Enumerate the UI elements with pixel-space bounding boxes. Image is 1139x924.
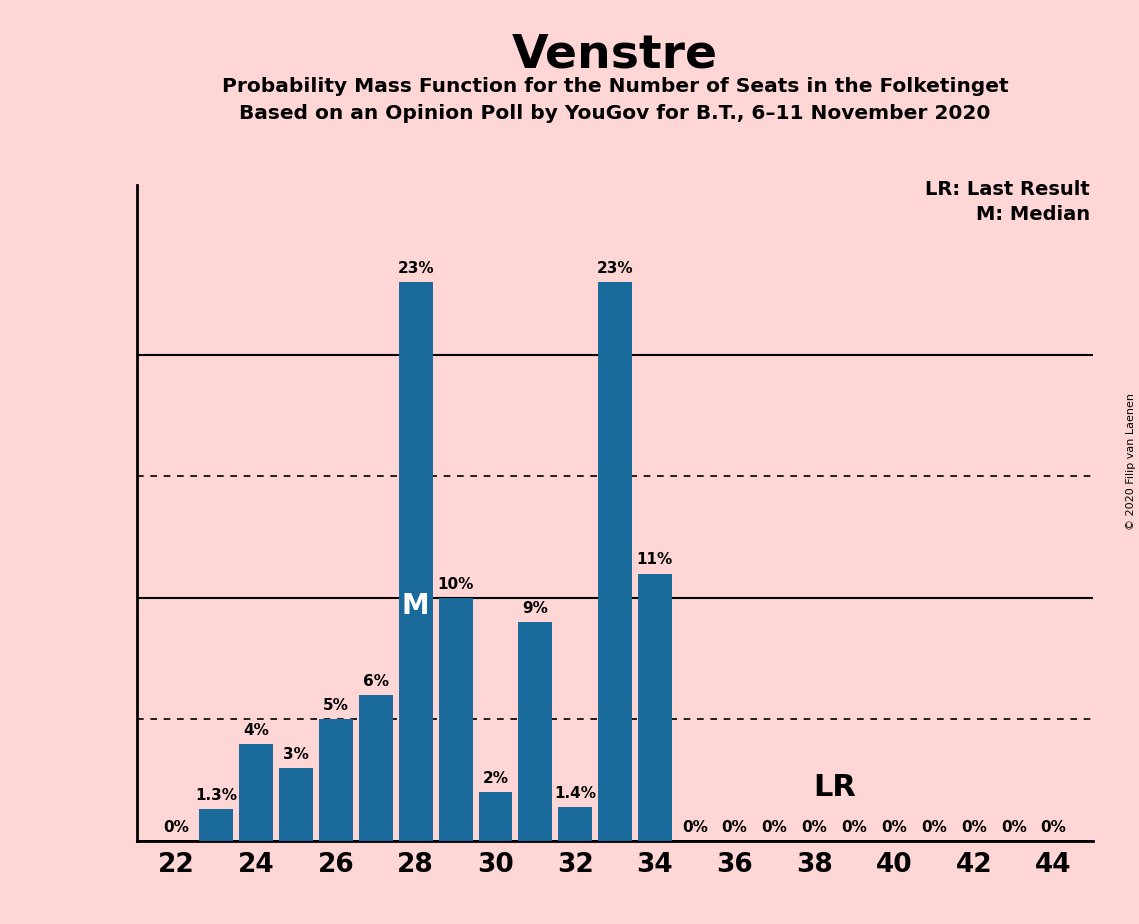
Text: 9%: 9% [523, 602, 548, 616]
Text: 1.4%: 1.4% [555, 785, 596, 801]
Bar [598, 282, 632, 841]
Bar [239, 744, 273, 841]
Text: 4%: 4% [244, 723, 269, 737]
Text: 11%: 11% [637, 553, 673, 567]
Text: M: Median: M: Median [976, 205, 1090, 225]
Text: Based on an Opinion Poll by YouGov for B.T., 6–11 November 2020: Based on an Opinion Poll by YouGov for B… [239, 104, 991, 124]
Text: 0%: 0% [762, 820, 787, 834]
Text: 0%: 0% [164, 820, 189, 834]
Text: Probability Mass Function for the Number of Seats in the Folketinget: Probability Mass Function for the Number… [222, 77, 1008, 96]
Text: Venstre: Venstre [513, 32, 718, 78]
Bar [518, 622, 552, 841]
Text: 0%: 0% [842, 820, 867, 834]
Text: 5%: 5% [323, 699, 349, 713]
Text: 0%: 0% [1001, 820, 1026, 834]
Text: © 2020 Filip van Laenen: © 2020 Filip van Laenen [1126, 394, 1136, 530]
Text: 0%: 0% [682, 820, 707, 834]
Bar [319, 720, 353, 841]
Bar [359, 695, 393, 841]
Bar [638, 574, 672, 841]
Text: 3%: 3% [284, 747, 309, 762]
Text: LR: Last Result: LR: Last Result [925, 180, 1090, 200]
Bar [279, 768, 313, 841]
Text: 0%: 0% [722, 820, 747, 834]
Text: 23%: 23% [398, 261, 434, 276]
Text: M: M [402, 592, 429, 620]
Bar [558, 807, 592, 841]
Text: 23%: 23% [597, 261, 633, 276]
Bar [478, 792, 513, 841]
Text: 0%: 0% [1041, 820, 1066, 834]
Text: 0%: 0% [921, 820, 947, 834]
Bar [199, 809, 233, 841]
Text: 2%: 2% [483, 772, 508, 786]
Bar [439, 598, 473, 841]
Text: 0%: 0% [961, 820, 986, 834]
Text: 1.3%: 1.3% [196, 788, 237, 803]
Text: 6%: 6% [363, 674, 388, 689]
Text: LR: LR [813, 772, 855, 802]
Text: 0%: 0% [802, 820, 827, 834]
Bar [399, 282, 433, 841]
Text: 10%: 10% [437, 577, 474, 591]
Text: 0%: 0% [882, 820, 907, 834]
